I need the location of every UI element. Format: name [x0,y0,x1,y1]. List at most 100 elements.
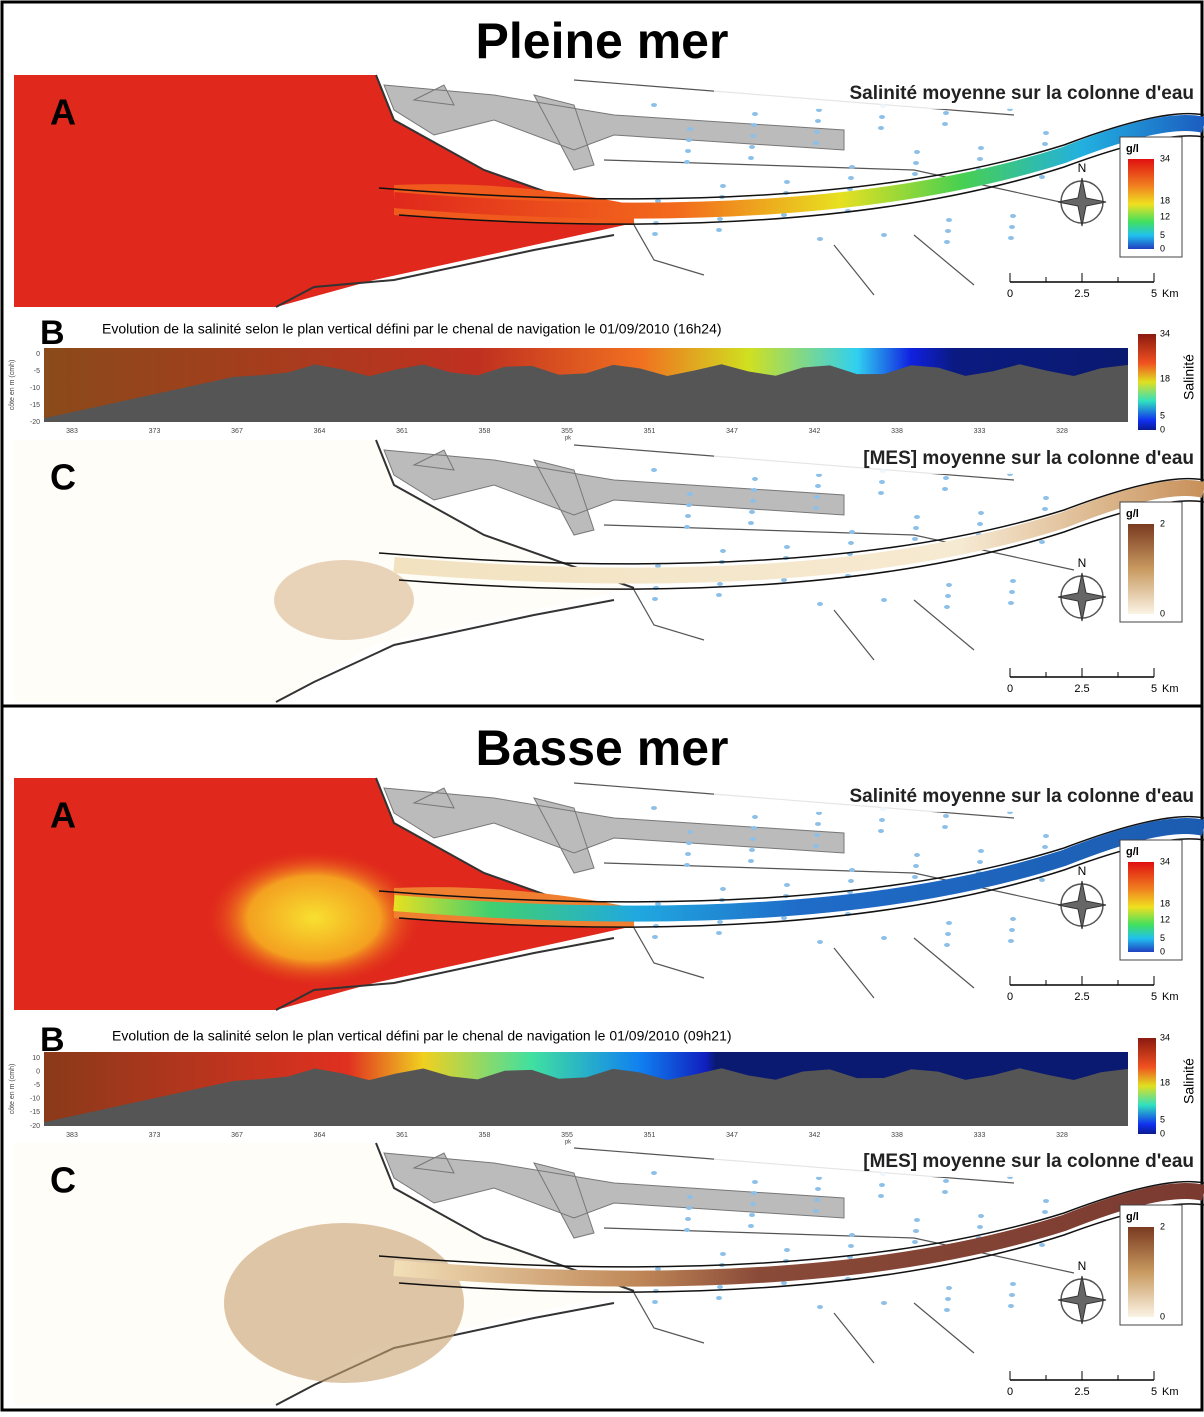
x-tick-label: 338 [891,1132,903,1139]
colorbar-tick: 0 [1160,424,1165,434]
y-tick-label: 10 [32,1055,40,1062]
mudflat [784,545,790,549]
x-tick-label: 347 [726,428,738,435]
legend-tick: 2 [1160,1221,1165,1231]
mudflat [749,510,755,514]
mudflat [944,1308,950,1312]
mudflat [781,916,787,920]
y-tick-label: 0 [36,1068,40,1075]
mudflat [814,1198,820,1202]
mes-map: C [MES] moyenne sur la colonne d'eau g/l 2 0… [14,1142,1204,1406]
mudflat [978,1214,984,1218]
x-tick-label: 328 [1056,428,1068,435]
panel-letter: A [50,92,76,133]
mudflat [784,1248,790,1252]
mudflat [751,488,757,492]
mudflat [815,822,821,826]
mudflat [685,852,691,856]
compass-star [1057,880,1107,930]
mudflat [814,130,820,134]
mudflat [912,875,918,879]
mudflat [1009,1293,1015,1297]
mudflat [685,1217,691,1221]
mudflat [750,499,756,503]
legend-tick: 34 [1160,153,1170,163]
salinity-profile [44,1052,1128,1126]
salinity-map: A Salinité moyenne sur la colonne d'eau g/… [14,777,1204,1011]
mudflat [784,180,790,184]
mudflat [878,491,884,495]
x-tick-label: 373 [149,1132,161,1139]
mudflat [655,199,661,203]
mudflat [720,1252,726,1256]
mudflat [946,921,952,925]
legend-tick: 18 [1160,899,1170,909]
legend-unit: g/l [1126,143,1139,155]
mudflat [879,1183,885,1187]
mudflat [748,859,754,863]
x-tick-label: 358 [479,1132,491,1139]
port-land [383,787,845,874]
legend-tick: 5 [1160,230,1165,240]
mudflat [977,157,983,161]
mudflat [1042,142,1048,146]
x-tick-label: 351 [644,1132,656,1139]
x-tick-label: 355 [561,1132,573,1139]
x-tick-label: 364 [314,1132,326,1139]
mudflat [720,549,726,553]
legend-tick: 0 [1160,946,1165,956]
title-bg [714,1147,1198,1177]
mudflat [652,1300,658,1304]
seabed [44,364,1128,422]
mudflat [1010,579,1016,583]
scale-label: 2.5 [1074,683,1089,695]
scale-label: 0 [1007,991,1013,1003]
scale-label: 5 [1151,288,1157,300]
mudflat [1008,1304,1014,1308]
legend-unit: g/l [1126,508,1139,520]
mudflat [684,863,690,867]
x-tick-label: 342 [809,1132,821,1139]
mudflat [751,1191,757,1195]
dike [573,444,1075,661]
mudflat [943,111,949,115]
legend-colorbar [1128,862,1154,952]
mudflat [750,1202,756,1206]
mudflat [687,127,693,131]
panel-letter: B [40,314,65,352]
mudflat [912,172,918,176]
mudflat [655,1267,661,1271]
mudflat [684,1228,690,1232]
mudflat [817,237,823,241]
title-bg [714,782,1198,812]
mudflat [942,1190,948,1194]
mudflat [978,146,984,150]
x-tick-label: 328 [1056,1132,1068,1139]
mudflat [848,541,854,545]
mudflat [1039,175,1045,179]
colorbar-tick: 18 [1160,1078,1170,1088]
mudflat [748,521,754,525]
mudflat [848,879,854,883]
mudflat [878,1194,884,1198]
mudflat [717,217,723,221]
scale-label: 5 [1151,683,1157,695]
y-tick-label: -10 [30,1096,40,1103]
mudflat [687,1195,693,1199]
panel-letter: A [50,795,76,836]
coastline [275,439,635,703]
compass-star [1057,177,1107,227]
mudflat [748,1224,754,1228]
mudflat [977,1225,983,1229]
profile-title: Evolution de la salinité selon le plan v… [112,1028,732,1044]
mudflat [749,848,755,852]
mudflat [752,1180,758,1184]
mudflat [945,932,951,936]
mudflat [978,511,984,515]
x-tick-label: 351 [644,428,656,435]
legend-tick: 34 [1160,856,1170,866]
legend-tick: 0 [1160,243,1165,253]
mudflat [655,902,661,906]
scale-unit: Km [1162,1386,1179,1398]
